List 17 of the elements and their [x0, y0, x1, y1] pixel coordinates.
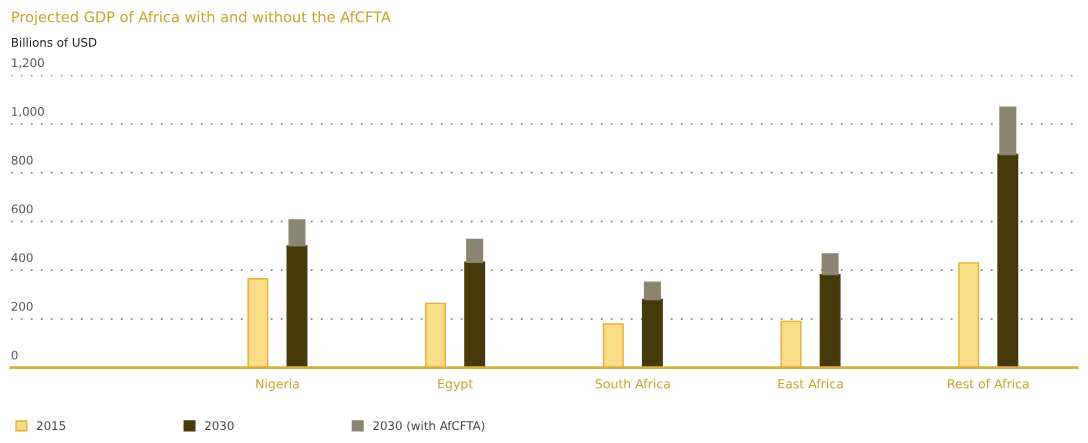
x-tick-label: South Africa [595, 378, 670, 389]
y-tick-label: 800 [11, 155, 33, 165]
chart-title: Projected GDP of Africa with and without the AfCFTA [12, 11, 391, 26]
y-axis-title: Billions of USD [12, 37, 97, 47]
legend-label: 2030 [205, 421, 234, 431]
y-tick-label: 1,000 [12, 106, 44, 118]
y-tick-label: 0 [11, 350, 18, 360]
y-tick-label: 1,200 [12, 58, 44, 69]
x-tick-label: Rest of Africa [948, 378, 1029, 389]
y-tick-label: 200 [11, 301, 33, 311]
x-tick-label: East Africa [778, 378, 843, 389]
x-tick-label: Nigeria [256, 378, 299, 391]
x-tick-label: Egypt [438, 379, 473, 391]
y-tick-label: 600 [11, 204, 33, 214]
legend-label: 2030 (with AfCFTA) [373, 420, 485, 432]
legend-label: 2015 [37, 421, 66, 431]
y-tick-label: 400 [11, 253, 33, 263]
